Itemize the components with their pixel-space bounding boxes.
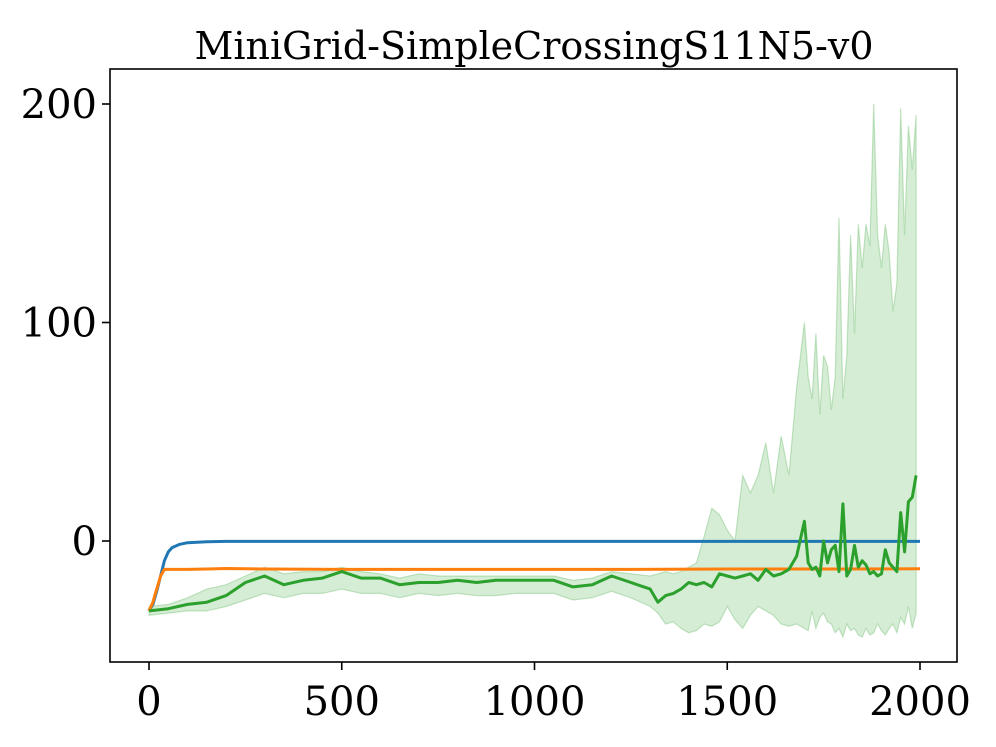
x-axis: 0 500 1000 1500 2000 (136, 662, 971, 725)
x-tick-label: 1500 (676, 679, 778, 725)
series-lines (147, 475, 921, 613)
series-3-band (148, 103, 917, 639)
chart-title: MiniGrid-SimpleCrossingS11N5-v0 (194, 24, 873, 68)
series-3-line (148, 475, 918, 613)
series-2-line (147, 567, 921, 612)
x-tick-label: 1000 (484, 679, 586, 725)
y-tick-label: 200 (21, 82, 97, 128)
x-tick-label: 2000 (869, 679, 971, 725)
plot-frame (109, 68, 958, 663)
x-tick-label: 0 (136, 679, 161, 725)
y-tick-label: 100 (21, 301, 97, 347)
y-axis: 0 100 200 (21, 82, 110, 565)
y-tick-label: 0 (72, 519, 97, 565)
x-tick-label: 500 (304, 679, 380, 725)
confidence-bands (148, 103, 917, 639)
